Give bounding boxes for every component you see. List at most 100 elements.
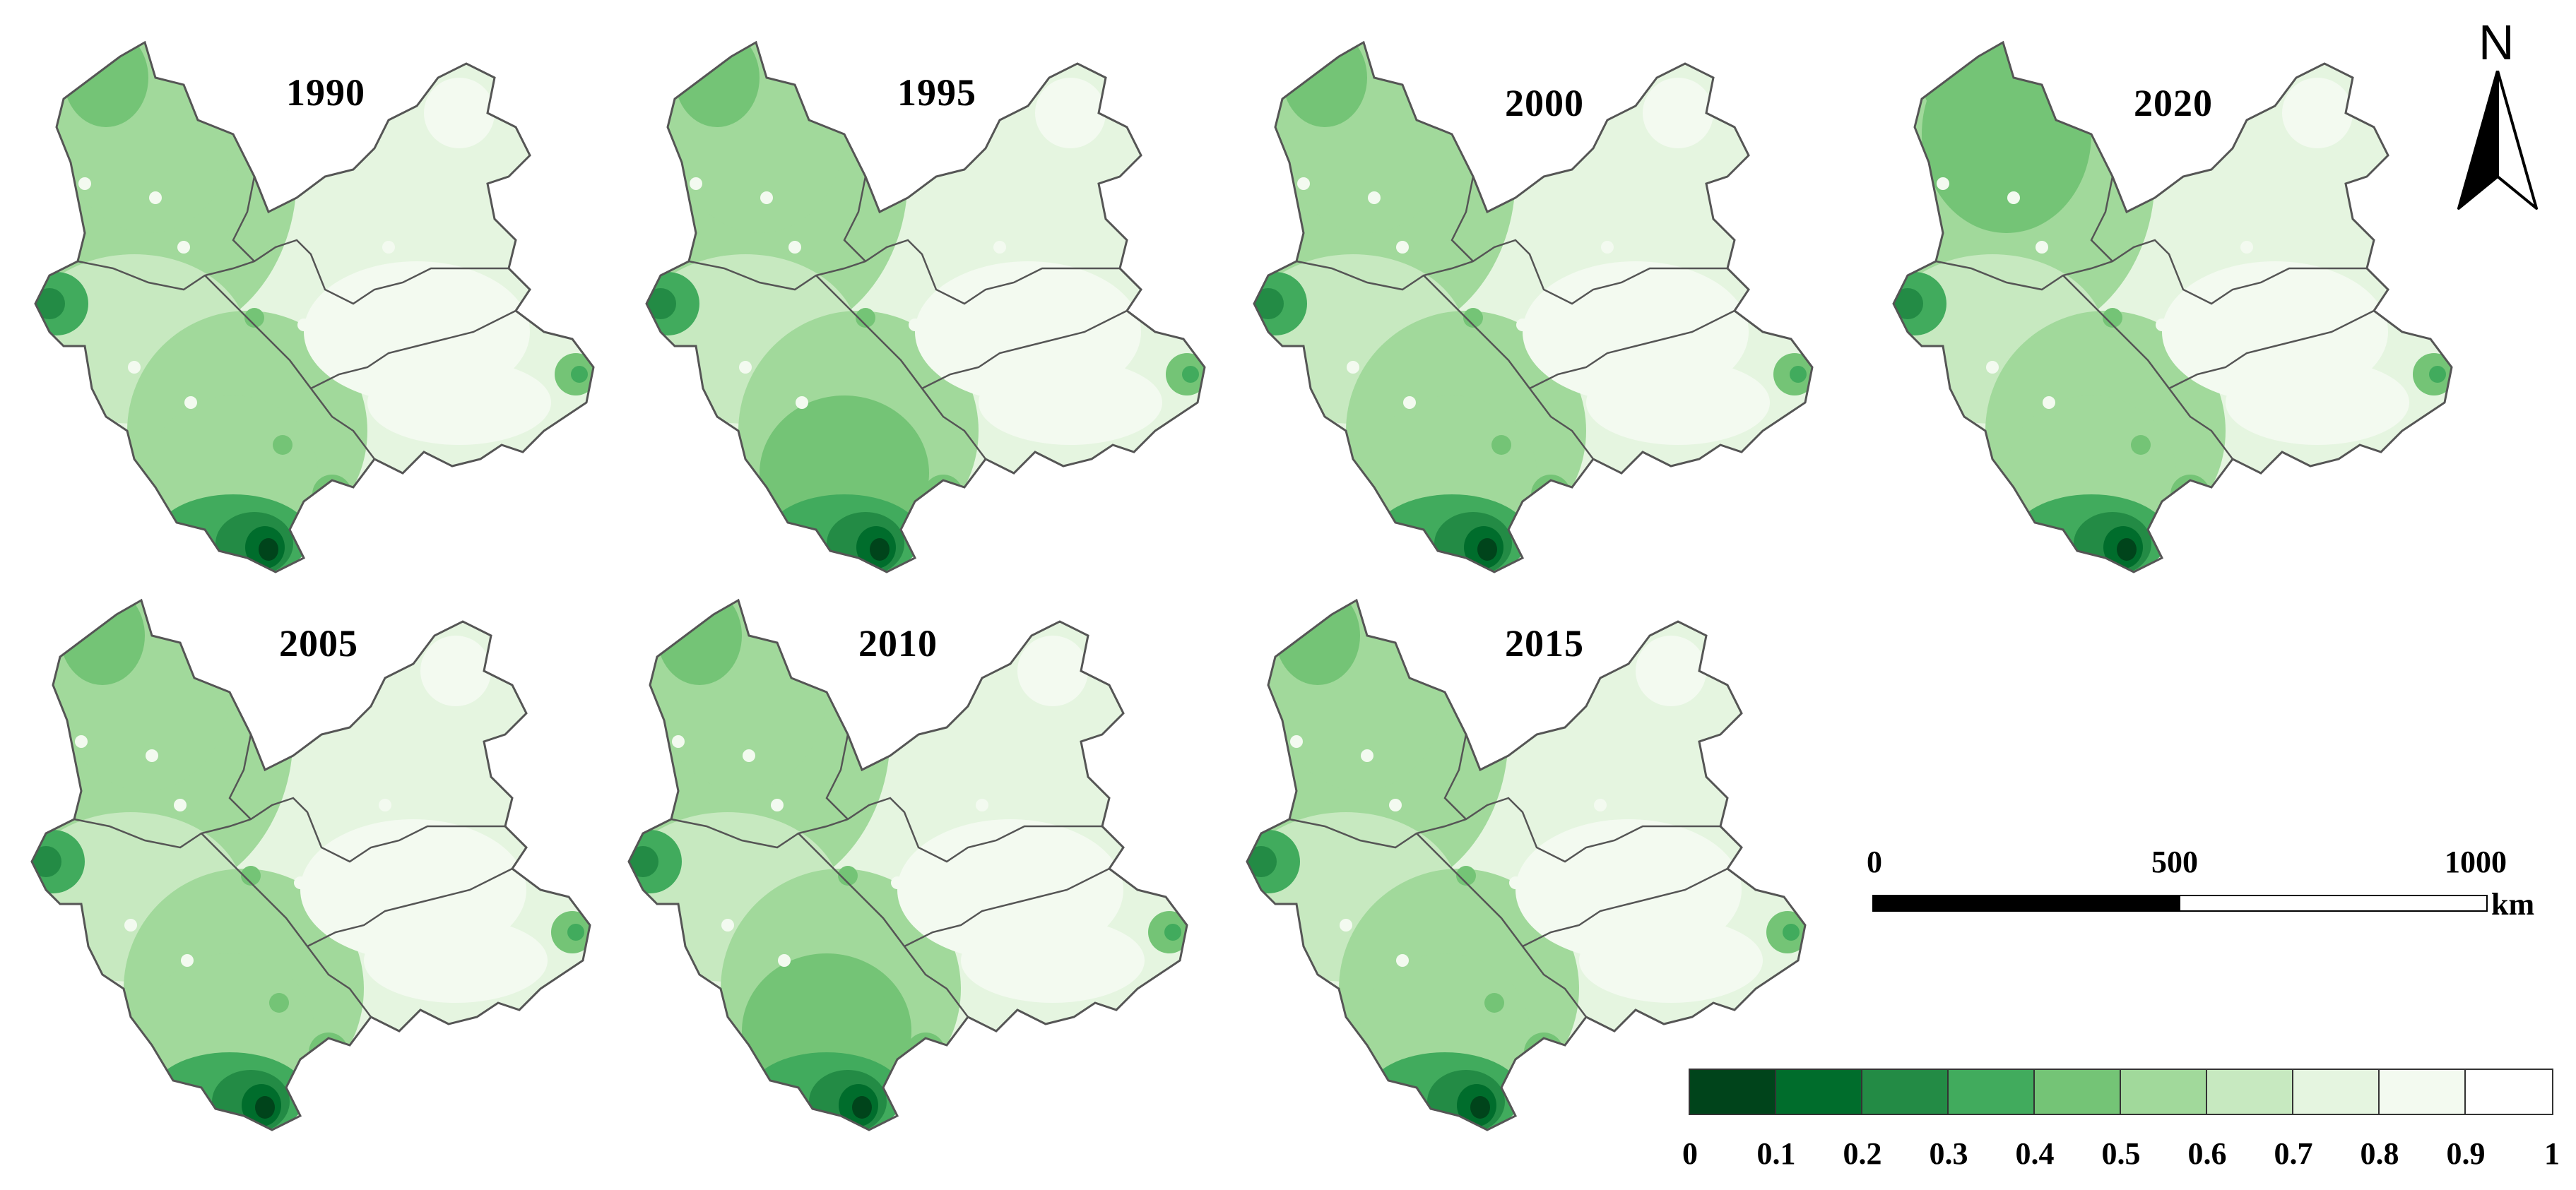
map-dot bbox=[1552, 912, 1564, 924]
map-zone bbox=[629, 846, 658, 877]
map-dot bbox=[2131, 435, 2151, 455]
scale-tick-500: 500 bbox=[2151, 845, 2198, 879]
map-outline bbox=[34, 40, 595, 573]
map-dot bbox=[690, 177, 702, 190]
legend-swatch bbox=[2121, 1070, 2207, 1114]
map-dot bbox=[891, 876, 904, 889]
year-label: 2015 bbox=[1505, 622, 1584, 665]
map-zone bbox=[64, 42, 233, 233]
map-zone bbox=[32, 846, 61, 877]
map-dot bbox=[1389, 799, 1402, 811]
map-dot bbox=[1643, 361, 1656, 374]
map-internal-boundary bbox=[904, 867, 1110, 948]
map-dot bbox=[1516, 319, 1529, 331]
map-dot bbox=[1396, 954, 1409, 967]
map-internal-boundary bbox=[670, 797, 1102, 863]
map-dot bbox=[2043, 396, 2055, 409]
scale-bar: 0 500 1000 km bbox=[1865, 844, 2543, 929]
map-zone bbox=[675, 42, 760, 127]
map-outline bbox=[1892, 40, 2453, 573]
map-zone bbox=[1282, 42, 1452, 233]
map-internal-boundary bbox=[825, 734, 849, 820]
map-dot bbox=[2103, 308, 2122, 328]
map-internal-boundary bbox=[1451, 176, 1475, 262]
legend-swatch bbox=[2035, 1070, 2121, 1114]
legend: 0 0.1 0.2 0.3 0.4 0.5 0.6 0.7 0.8 0.9 1 bbox=[1682, 1069, 2560, 1174]
map-dot bbox=[149, 191, 162, 204]
map-dot bbox=[1361, 749, 1373, 762]
map-dot bbox=[672, 735, 685, 748]
map-zone bbox=[420, 636, 491, 706]
map-zone bbox=[1254, 288, 1284, 319]
map-zone bbox=[2117, 538, 2137, 561]
map-dot bbox=[421, 919, 434, 932]
map-zone bbox=[60, 600, 230, 791]
map-zone bbox=[675, 42, 844, 233]
north-label: N bbox=[2478, 15, 2515, 70]
map-internal-boundary bbox=[921, 309, 1128, 390]
map-internal-boundary bbox=[1296, 239, 1727, 305]
map-dot bbox=[1290, 735, 1303, 748]
map-dot bbox=[1601, 241, 1614, 254]
map-2010 bbox=[627, 598, 1188, 1131]
map-dot bbox=[181, 954, 194, 967]
map-dot bbox=[1491, 435, 1511, 455]
map-zone bbox=[657, 600, 742, 685]
legend-tick-label: 0.7 bbox=[2274, 1136, 2313, 1171]
map-2015 bbox=[1246, 598, 1807, 1131]
map-dot bbox=[866, 993, 886, 1013]
map-zone bbox=[1586, 360, 1770, 445]
map-zone bbox=[979, 360, 1162, 445]
map-1995 bbox=[645, 40, 1206, 573]
map-zone bbox=[961, 918, 1145, 1003]
year-label: 2020 bbox=[2134, 82, 2213, 124]
map-zone bbox=[1164, 924, 1181, 941]
map-internal-boundary bbox=[1522, 867, 1728, 948]
map-zone bbox=[852, 1096, 872, 1119]
legend-tick-label: 0.5 bbox=[2101, 1136, 2141, 1171]
map-dot bbox=[269, 993, 289, 1013]
map-internal-boundary bbox=[1423, 275, 1594, 460]
map-zone bbox=[1579, 918, 1763, 1003]
map-internal-boundary bbox=[204, 275, 375, 460]
map-dot bbox=[1368, 191, 1381, 204]
legend-tick-label: 0.1 bbox=[1756, 1136, 1796, 1171]
map-zone bbox=[424, 78, 495, 148]
map-dot bbox=[1403, 396, 1416, 409]
map-internal-boundary bbox=[228, 734, 252, 820]
map-dot bbox=[743, 749, 755, 762]
legend-tick-label: 0.3 bbox=[1929, 1136, 1968, 1171]
map-outline bbox=[627, 598, 1188, 1131]
map-dot bbox=[838, 866, 858, 886]
map-dot bbox=[1347, 361, 1359, 374]
map-zone bbox=[1035, 78, 1106, 148]
map-dot bbox=[294, 876, 307, 889]
map-dot bbox=[2036, 241, 2048, 254]
map-internal-boundary bbox=[2168, 309, 2375, 390]
year-label: 2005 bbox=[279, 622, 358, 665]
map-1990 bbox=[34, 40, 595, 573]
map-dot bbox=[124, 919, 137, 932]
map-zone bbox=[1282, 42, 1367, 127]
map-dot bbox=[2283, 361, 2296, 374]
map-dot bbox=[1594, 799, 1607, 811]
legend-swatch bbox=[1949, 1070, 2035, 1114]
map-internal-boundary bbox=[2090, 176, 2114, 262]
map-dot bbox=[1484, 993, 1504, 1013]
north-arrow: N bbox=[2452, 14, 2543, 210]
map-dot bbox=[184, 396, 197, 409]
map-zone bbox=[64, 42, 148, 127]
map-dot bbox=[382, 241, 395, 254]
map-zone bbox=[1783, 924, 1800, 941]
map-internal-boundary bbox=[73, 797, 505, 863]
map-internal-boundary bbox=[1935, 239, 2367, 305]
map-zone bbox=[364, 918, 548, 1003]
map-internal-boundary bbox=[688, 239, 1120, 305]
map-zone bbox=[1275, 600, 1445, 791]
legend-tick-label: 1 bbox=[2544, 1136, 2560, 1171]
map-dot bbox=[1937, 177, 1949, 190]
map-zone bbox=[1275, 600, 1360, 685]
map-dot bbox=[241, 866, 261, 886]
map-outline bbox=[645, 40, 1206, 573]
